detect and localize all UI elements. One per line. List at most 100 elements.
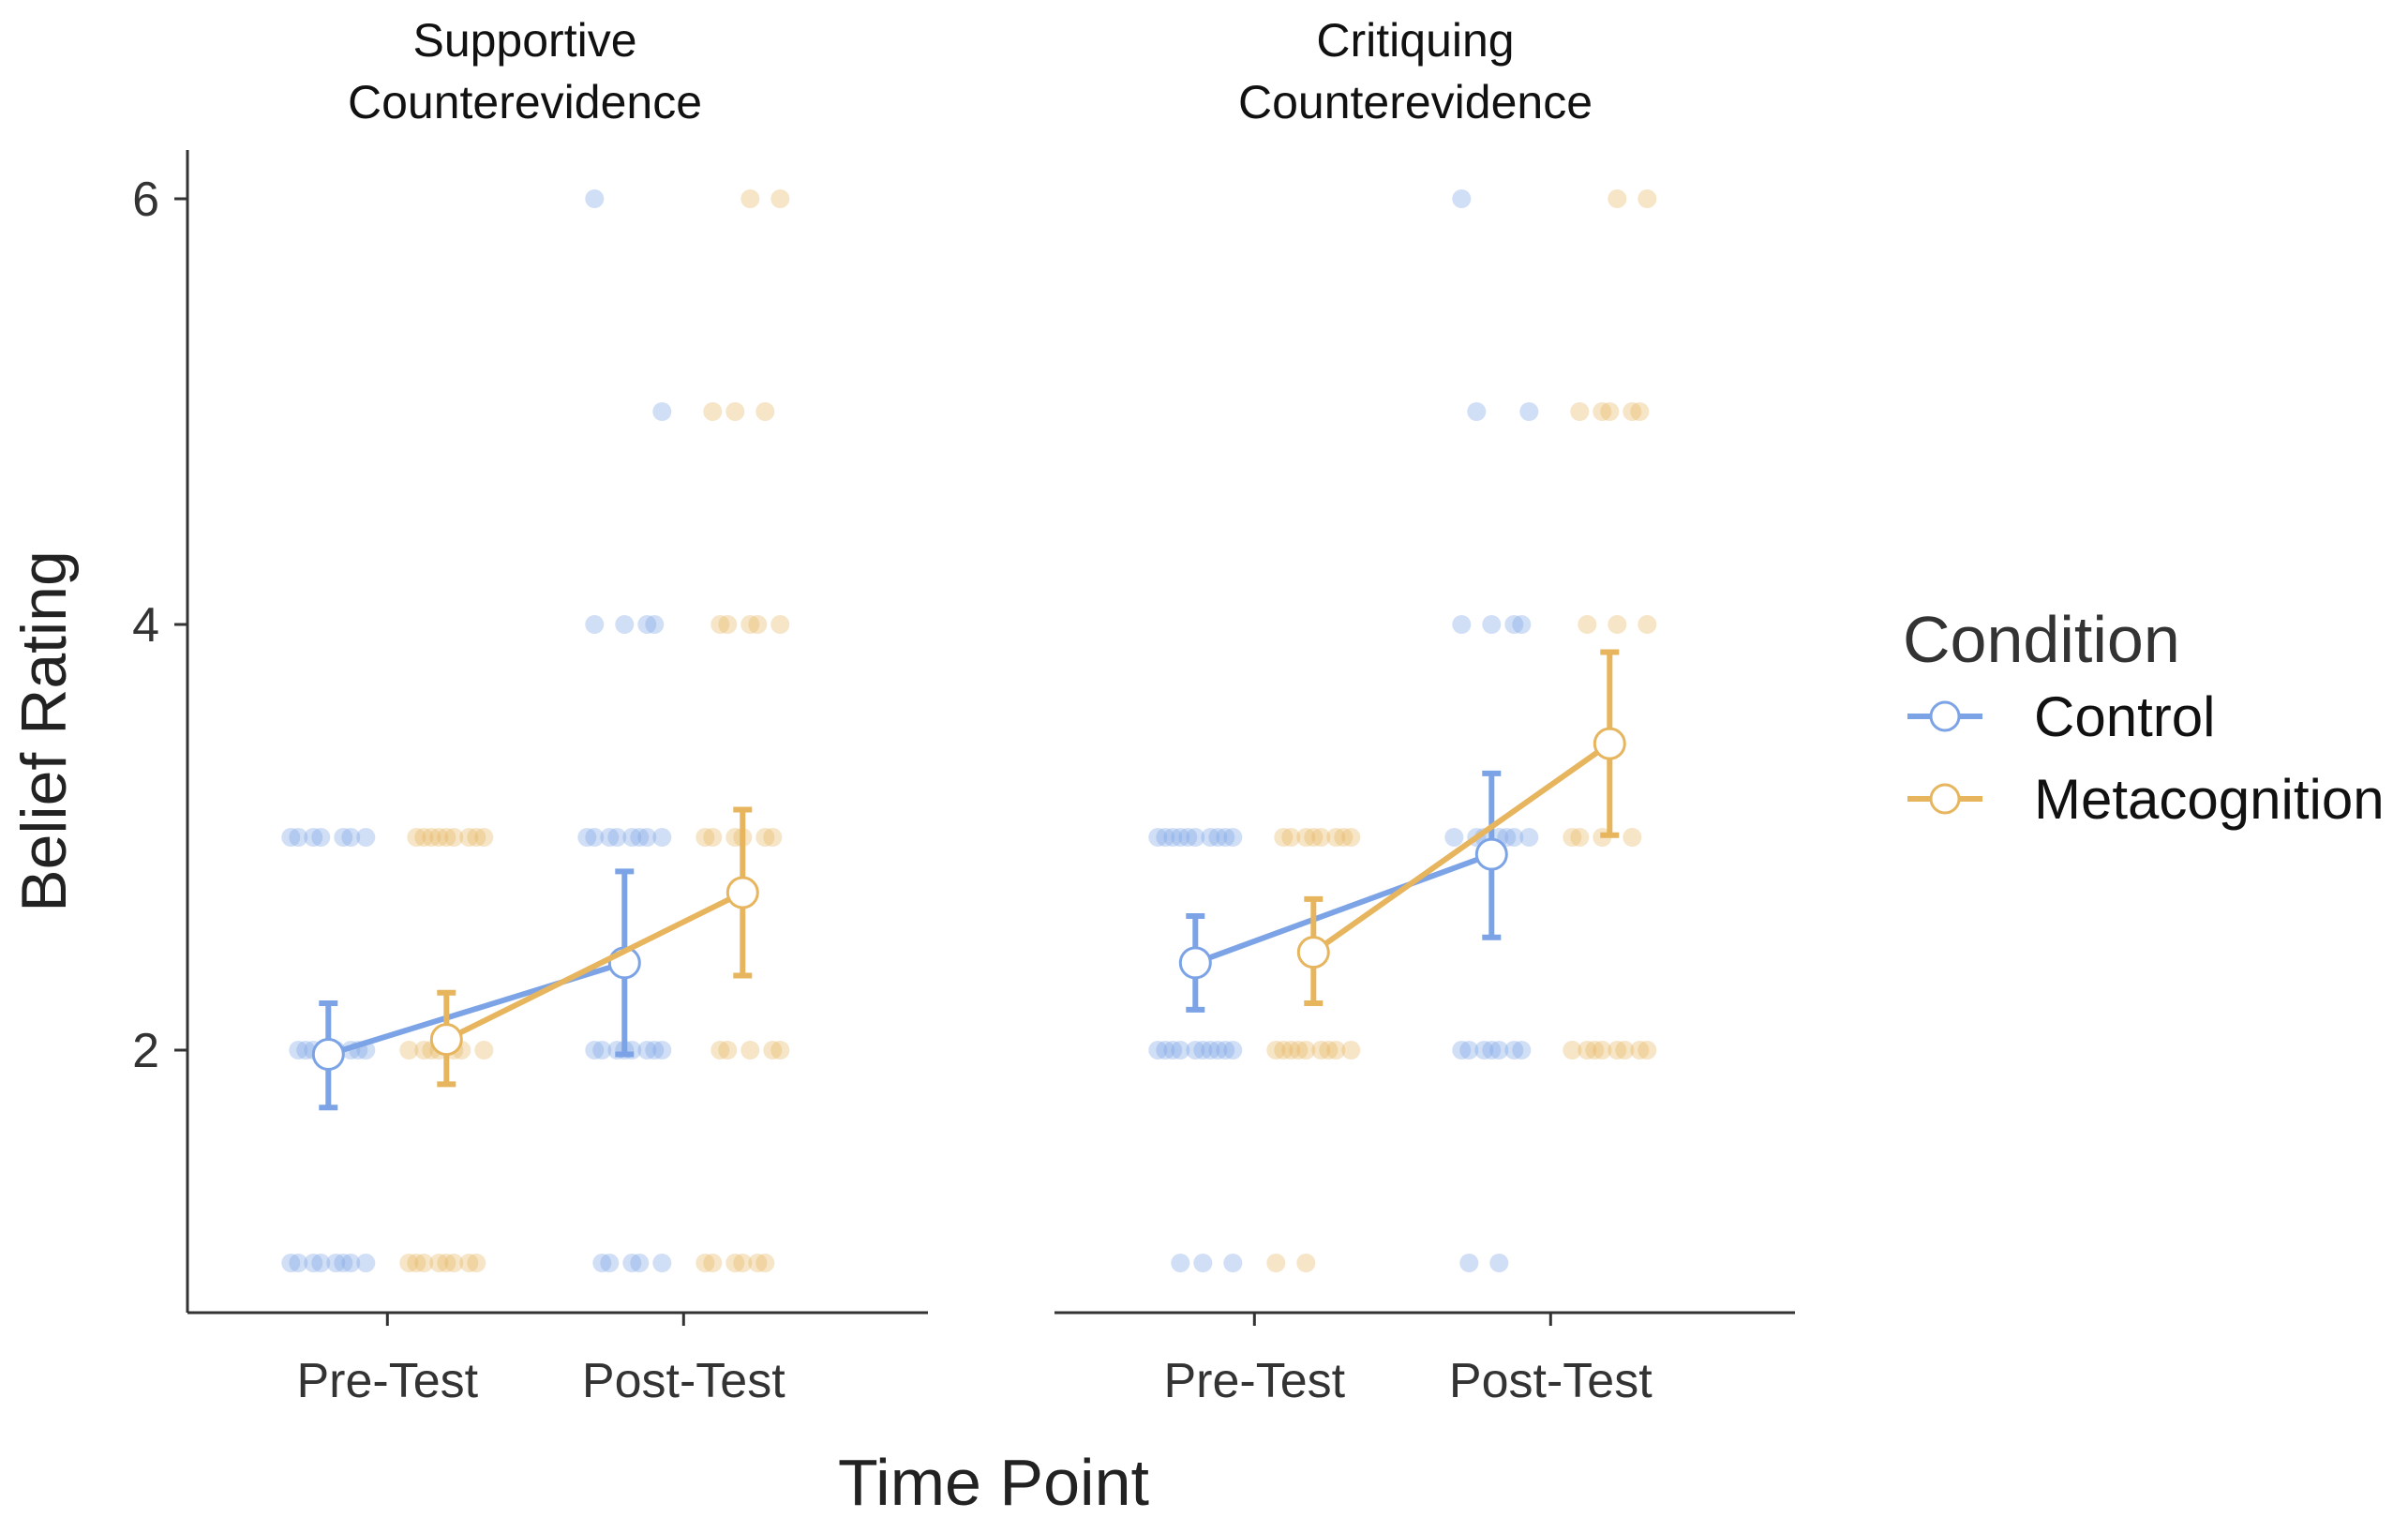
raw-point-control	[1171, 1254, 1190, 1272]
raw-point-metacognition	[407, 1254, 426, 1272]
series-line-metacognition	[1311, 741, 1612, 955]
raw-point-metacognition	[740, 189, 760, 208]
legend-item-metacognition[interactable]: Metacognition	[1903, 761, 2385, 844]
mean-point-control	[1474, 837, 1508, 871]
raw-point-control	[356, 828, 376, 847]
raw-point-metacognition	[437, 828, 456, 847]
raw-point-metacognition	[414, 1254, 434, 1272]
raw-point-metacognition	[1578, 615, 1597, 634]
raw-point-metacognition	[1296, 1254, 1316, 1272]
raw-point-metacognition	[770, 189, 790, 208]
raw-point-control	[311, 1254, 331, 1272]
raw-point-metacognition	[755, 1254, 775, 1272]
raw-point-metacognition	[703, 402, 723, 421]
raw-point-control	[1171, 828, 1190, 847]
raw-point-control	[1208, 828, 1228, 847]
raw-point-metacognition	[407, 828, 426, 847]
mean-point-control	[1178, 946, 1212, 980]
raw-point-control	[630, 828, 650, 847]
raw-point-control	[1156, 828, 1175, 847]
raw-point-control	[1216, 828, 1235, 847]
raw-point-control	[289, 828, 308, 847]
x-tick-label: Pre-Test	[1163, 1354, 1345, 1408]
raw-point-control	[334, 828, 353, 847]
raw-point-control	[637, 828, 657, 847]
raw-point-control	[622, 828, 642, 847]
y-tick-label: 2	[132, 1024, 159, 1078]
y-tick-label: 6	[132, 173, 159, 227]
raw-point-control	[652, 1041, 672, 1060]
raw-point-control	[1156, 1041, 1175, 1060]
raw-point-metacognition	[1326, 828, 1346, 847]
raw-point-metacognition	[725, 1254, 745, 1272]
series-line-control	[327, 960, 626, 1058]
legend-label-metacognition: Metacognition	[2034, 768, 2385, 831]
raw-point-metacognition	[1638, 1041, 1657, 1060]
raw-point-metacognition	[755, 402, 775, 421]
raw-point-metacognition	[422, 828, 441, 847]
raw-point-metacognition	[748, 615, 768, 634]
raw-point-control	[1459, 1254, 1479, 1272]
raw-point-metacognition	[459, 1254, 479, 1272]
raw-point-control	[1512, 615, 1532, 634]
raw-point-control	[1489, 1041, 1509, 1060]
raw-point-control	[645, 1041, 665, 1060]
raw-point-control	[341, 1254, 361, 1272]
raw-point-control	[1223, 1041, 1243, 1060]
series-line-metacognition	[444, 890, 744, 1043]
raw-point-metacognition	[725, 402, 745, 421]
raw-point-metacognition	[1281, 828, 1301, 847]
raw-point-control	[630, 1254, 650, 1272]
raw-point-metacognition	[763, 828, 783, 847]
legend-key-control-icon	[1907, 700, 1982, 732]
raw-point-metacognition	[740, 615, 760, 634]
raw-point-control	[296, 1041, 316, 1060]
series-line-control	[1194, 851, 1493, 966]
raw-point-control	[1504, 1041, 1524, 1060]
raw-point-control	[304, 828, 323, 847]
raw-point-metacognition	[1563, 828, 1582, 847]
raw-point-control	[1163, 828, 1183, 847]
y-tick-label: 4	[132, 598, 159, 653]
raw-point-control	[1201, 1041, 1220, 1060]
raw-point-metacognition	[474, 828, 494, 847]
facet-title-supportive: Supportive Counterevidence	[337, 9, 712, 133]
raw-point-control	[1163, 1041, 1183, 1060]
raw-point-metacognition	[1638, 615, 1657, 634]
raw-point-metacognition	[467, 828, 486, 847]
raw-point-control	[615, 615, 635, 634]
raw-point-metacognition	[437, 1254, 456, 1272]
raw-point-control	[585, 189, 605, 208]
mean-point-metacognition	[429, 1023, 463, 1057]
raw-point-metacognition	[1638, 189, 1657, 208]
raw-point-control	[645, 615, 665, 634]
raw-point-control	[311, 828, 331, 847]
raw-point-control	[1482, 1041, 1502, 1060]
raw-point-control	[637, 615, 657, 634]
raw-point-control	[637, 1041, 657, 1060]
raw-point-metacognition	[710, 1041, 730, 1060]
raw-point-metacognition	[718, 1041, 738, 1060]
x-axis-label: Time Point	[838, 1446, 1149, 1519]
raw-point-control	[1223, 1254, 1243, 1272]
legend-item-control[interactable]: Control	[1903, 679, 2215, 761]
raw-point-control	[1186, 828, 1205, 847]
raw-point-metacognition	[1296, 828, 1316, 847]
raw-point-control	[1216, 1041, 1235, 1060]
raw-point-metacognition	[710, 615, 730, 634]
raw-point-metacognition	[444, 828, 464, 847]
raw-point-metacognition	[1341, 828, 1361, 847]
raw-point-control	[592, 1254, 612, 1272]
raw-point-metacognition	[703, 1254, 723, 1272]
raw-point-metacognition	[1600, 402, 1620, 421]
raw-point-control	[1186, 1041, 1205, 1060]
legend-label-control: Control	[2034, 685, 2216, 748]
raw-point-control	[1452, 615, 1472, 634]
raw-point-metacognition	[740, 1041, 760, 1060]
legend-title: Condition	[1903, 603, 2180, 676]
x-tick-label: Post-Test	[582, 1354, 785, 1408]
raw-point-metacognition	[770, 1041, 790, 1060]
legend: Condition Control Metacognition	[1903, 600, 2385, 844]
raw-point-metacognition	[763, 1041, 783, 1060]
mean-point-control	[311, 1038, 345, 1072]
